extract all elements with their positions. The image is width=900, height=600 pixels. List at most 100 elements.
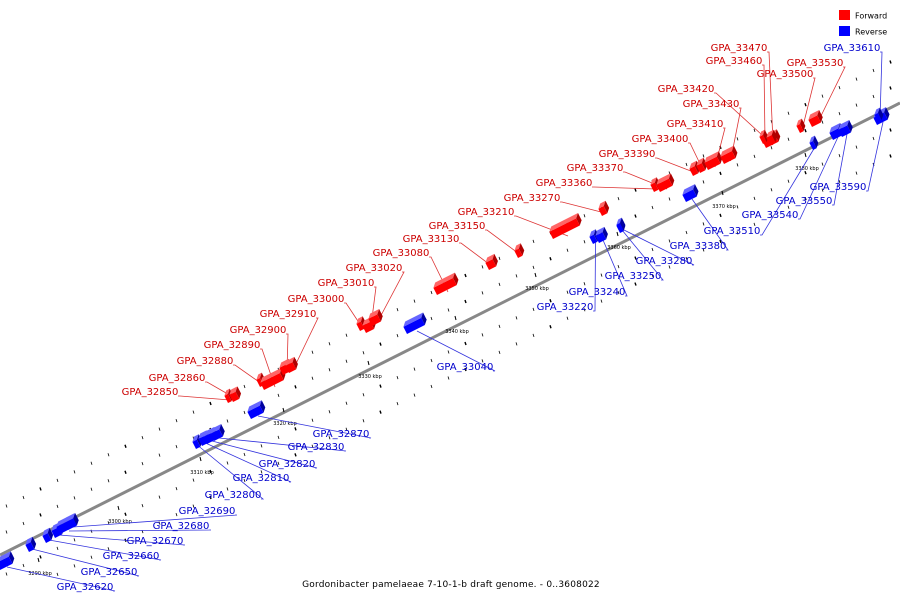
- guide-dot: [379, 384, 382, 388]
- guide-dot: [583, 240, 586, 244]
- guide-dot: [243, 384, 246, 389]
- leader-line: [655, 157, 697, 174]
- leader-line: [211, 440, 318, 469]
- scale-tick-label: 3350 kbp: [525, 286, 549, 292]
- leader-line: [72, 514, 238, 528]
- guide-dot: [22, 563, 25, 568]
- guide-dot: [56, 478, 59, 482]
- GPA_33430-feature: [720, 145, 738, 164]
- leader-line: [762, 64, 766, 142]
- guide-dot: [821, 188, 824, 192]
- guide-dot: [379, 342, 382, 346]
- GPA_33150-label: GPA_33150: [429, 221, 486, 232]
- guide-dot: [685, 230, 688, 235]
- guide-dot: [175, 444, 178, 449]
- gene-leader-lines: [6, 51, 884, 592]
- GPA_33410-feature: [704, 151, 723, 170]
- guide-dot: [141, 504, 144, 508]
- guide-dot: [464, 273, 467, 278]
- guide-dot: [56, 572, 59, 576]
- GPA_32670-label: GPA_32670: [127, 536, 184, 547]
- gene-features: [0, 107, 890, 570]
- leader-line: [48, 539, 162, 561]
- guide-dot: [124, 470, 127, 474]
- leader-line: [416, 330, 496, 372]
- genome-backbone: [0, 101, 900, 557]
- guide-dot: [107, 453, 110, 457]
- GPA_33460-label: GPA_33460: [706, 56, 763, 67]
- leader-line: [218, 437, 347, 452]
- guide-dot: [158, 427, 161, 431]
- guide-dot: [838, 86, 841, 90]
- guide-dot: [770, 146, 773, 150]
- leader-line: [233, 364, 263, 385]
- leader-line: [879, 51, 883, 120]
- leader-line: [292, 317, 319, 371]
- guide-dot: [583, 282, 586, 286]
- GPA_33380-feature: [682, 184, 699, 202]
- guide-dot: [107, 547, 110, 551]
- guide-dot: [175, 486, 178, 491]
- guide-dot: [192, 504, 195, 508]
- guide-dot: [787, 137, 790, 141]
- GPA_33540-label: GPA_33540: [742, 210, 799, 221]
- guide-dot: [192, 410, 195, 414]
- GPA_33270-feature: [598, 200, 610, 216]
- GPA_33150-feature: [514, 243, 525, 258]
- leader-line: [621, 228, 695, 266]
- guide-dot: [226, 419, 229, 423]
- GPA_33210-label: GPA_33210: [458, 207, 515, 218]
- guide-dot: [430, 384, 433, 389]
- guide-dot: [753, 128, 756, 132]
- guide-dot: [702, 180, 705, 184]
- GPA_32810-label: GPA_32810: [233, 473, 290, 484]
- guide-dot: [532, 239, 535, 243]
- leader-line: [592, 186, 657, 190]
- legend-reverse-label: Reverse: [855, 28, 887, 37]
- guide-dot: [39, 555, 42, 559]
- guide-dot: [634, 214, 637, 218]
- guide-dot: [158, 453, 161, 457]
- leader-line: [286, 333, 289, 373]
- guide-dot: [311, 418, 314, 422]
- GPA_33500-label: GPA_33500: [757, 69, 814, 80]
- guide-dot: [719, 171, 722, 176]
- scale-tick-label: 3360 kbp: [607, 245, 631, 251]
- guide-dot: [413, 367, 416, 371]
- GPA_33250-label: GPA_33250: [605, 271, 662, 282]
- GPA_32850-label: GPA_32850: [122, 387, 179, 398]
- guide-dot: [515, 274, 518, 278]
- guide-dot: [56, 546, 59, 550]
- guide-dot: [889, 86, 892, 90]
- guide-dot: [651, 273, 654, 278]
- guide-dot: [243, 478, 246, 483]
- guide-dot: [651, 247, 654, 252]
- guide-dot: [90, 529, 93, 533]
- guide-dot: [447, 308, 450, 312]
- guide-dot: [209, 469, 212, 474]
- guide-dot: [855, 77, 858, 81]
- scale-tick-label: 3380 kbp: [795, 166, 819, 172]
- guide-dot: [379, 410, 382, 414]
- scale-tick: [454, 315, 457, 321]
- guide-dot: [889, 60, 892, 64]
- scale-tick: [37, 557, 40, 563]
- guide-dot: [736, 163, 739, 167]
- GPA_32620-label: GPA_32620: [57, 582, 114, 593]
- guide-dot: [855, 171, 858, 175]
- GPA_33390-label: GPA_33390: [599, 149, 656, 160]
- GPA_33510-label: GPA_33510: [704, 226, 761, 237]
- guide-dot: [22, 521, 25, 526]
- guide-dot: [124, 512, 127, 516]
- guide-dot: [855, 103, 858, 107]
- guide-dot: [90, 461, 93, 465]
- guide-dot: [736, 231, 739, 235]
- leader-line: [178, 395, 231, 401]
- guide-dot: [498, 256, 501, 261]
- guide-dot: [668, 239, 671, 243]
- guide-dot: [39, 513, 42, 517]
- GPA_32690-label: GPA_32690: [179, 506, 236, 517]
- guide-dot: [617, 265, 620, 269]
